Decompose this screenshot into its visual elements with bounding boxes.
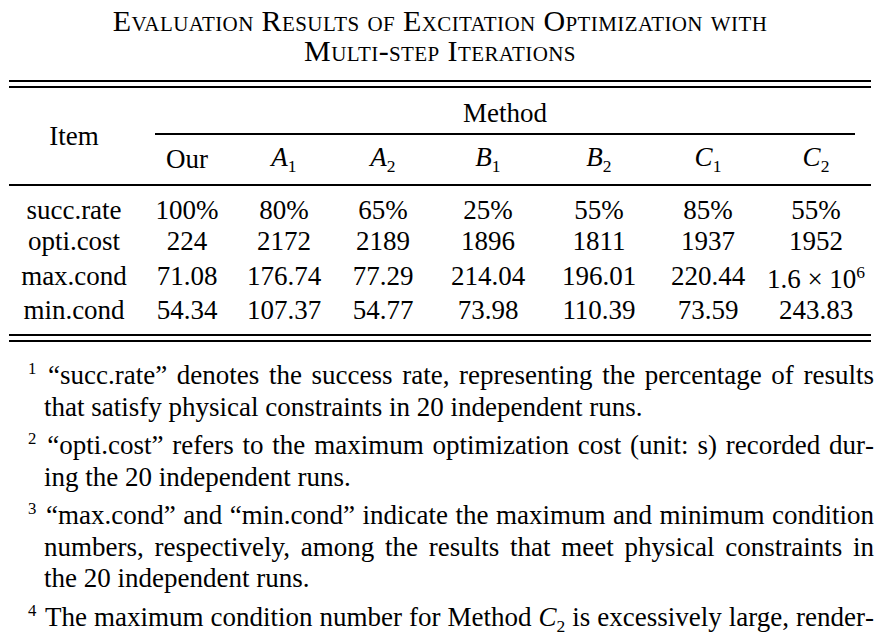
footnote-marker: 4 xyxy=(28,601,36,620)
footnote-text-before: The maximum condition number for Method xyxy=(45,602,532,632)
cell-value: 55% xyxy=(761,185,871,226)
footnote-marker: 2 xyxy=(28,429,36,448)
results-table: Item Method Our A1 A2 B1 B2 C1 C2 succ.r… xyxy=(9,88,871,334)
footnote-4: 4 The maximum condition number for Metho… xyxy=(28,595,874,639)
cell-value: 1896 xyxy=(433,226,543,257)
cell-value: 54.34 xyxy=(139,295,235,334)
page: Evaluation Results of Excitation Optimiz… xyxy=(0,0,880,639)
col-header-b1: B1 xyxy=(433,135,543,185)
footnotes: 1 “succ.rate” denotes the success rate, … xyxy=(28,353,874,639)
footnote-marker: 3 xyxy=(28,499,36,518)
cell-value: 55% xyxy=(543,185,655,226)
method-c-subscript: 2 xyxy=(557,616,566,636)
bottom-double-rule xyxy=(9,334,871,342)
cell-value: 1811 xyxy=(543,226,655,257)
cell-value: 107.37 xyxy=(235,295,333,334)
footnote-text: “max.cond” and “min.cond” indicate the m… xyxy=(44,500,874,593)
footnote-text: “succ.rate” denotes the success rate, re… xyxy=(44,360,874,422)
cell-value: 71.08 xyxy=(139,257,235,295)
cell-value: 176.74 xyxy=(235,257,333,295)
cell-value: 220.44 xyxy=(655,257,761,295)
cell-value-scientific: 1.6 × 106 xyxy=(761,257,871,295)
cell-value: 1937 xyxy=(655,226,761,257)
cell-value: 85% xyxy=(655,185,761,226)
cell-value: 25% xyxy=(433,185,543,226)
col-header-a2: A2 xyxy=(333,135,433,185)
cell-value: 2172 xyxy=(235,226,333,257)
row-label: min.cond xyxy=(9,295,139,334)
table-row-max-cond: max.cond 71.08 176.74 77.29 214.04 196.0… xyxy=(9,257,871,295)
cell-value: 73.59 xyxy=(655,295,761,334)
cell-value: 80% xyxy=(235,185,333,226)
cell-value: 73.98 xyxy=(433,295,543,334)
footnote-2: 2 “opti.cost” refers to the maximum opti… xyxy=(28,423,874,493)
paper-page: { "caption": { "line1": "Evaluation Resu… xyxy=(0,0,880,639)
cell-value: 65% xyxy=(333,185,433,226)
row-label: succ.rate xyxy=(9,185,139,226)
cell-value: 196.01 xyxy=(543,257,655,295)
cell-value: 77.29 xyxy=(333,257,433,295)
table-row-opti-cost: opti.cost 224 2172 2189 1896 1811 1937 1… xyxy=(9,226,871,257)
row-label: max.cond xyxy=(9,257,139,295)
col-header-our: Our xyxy=(139,135,235,185)
top-double-rule xyxy=(9,80,871,88)
item-header: Item xyxy=(9,88,139,185)
row-label: opti.cost xyxy=(9,226,139,257)
col-header-c1: C1 xyxy=(655,135,761,185)
footnote-text: “opti.cost” refers to the maximum optimi… xyxy=(44,430,874,492)
cell-value: 214.04 xyxy=(433,257,543,295)
cell-value: 243.83 xyxy=(761,295,871,334)
col-header-b2: B2 xyxy=(543,135,655,185)
cell-value: 1952 xyxy=(761,226,871,257)
table-caption: Evaluation Results of Excitation Optimiz… xyxy=(0,0,880,66)
method-header-group: Method xyxy=(139,88,871,135)
cell-value: 110.39 xyxy=(543,295,655,334)
cell-value: 54.77 xyxy=(333,295,433,334)
method-header: Method xyxy=(139,88,871,129)
caption-line-2: Multi-step Iterations xyxy=(0,36,880,66)
footnote-3: 3 “max.cond” and “min.cond” indicate the… xyxy=(28,493,874,595)
table-row-min-cond: min.cond 54.34 107.37 54.77 73.98 110.39… xyxy=(9,295,871,334)
cell-value: 224 xyxy=(139,226,235,257)
cell-value: 100% xyxy=(139,185,235,226)
caption-line-1: Evaluation Results of Excitation Optimiz… xyxy=(0,6,880,36)
col-header-c2: C2 xyxy=(761,135,871,185)
footnote-1: 1 “succ.rate” denotes the success rate, … xyxy=(28,353,874,423)
header-row-method: Item Method xyxy=(9,88,871,135)
cell-value: 2189 xyxy=(333,226,433,257)
col-header-a1: A1 xyxy=(235,135,333,185)
footnote-marker: 1 xyxy=(28,359,36,378)
method-c-symbol: C xyxy=(539,602,557,632)
table-row-succ-rate: succ.rate 100% 80% 65% 25% 55% 85% 55% xyxy=(9,185,871,226)
header-row-columns: Our A1 A2 B1 B2 C1 C2 xyxy=(9,135,871,185)
